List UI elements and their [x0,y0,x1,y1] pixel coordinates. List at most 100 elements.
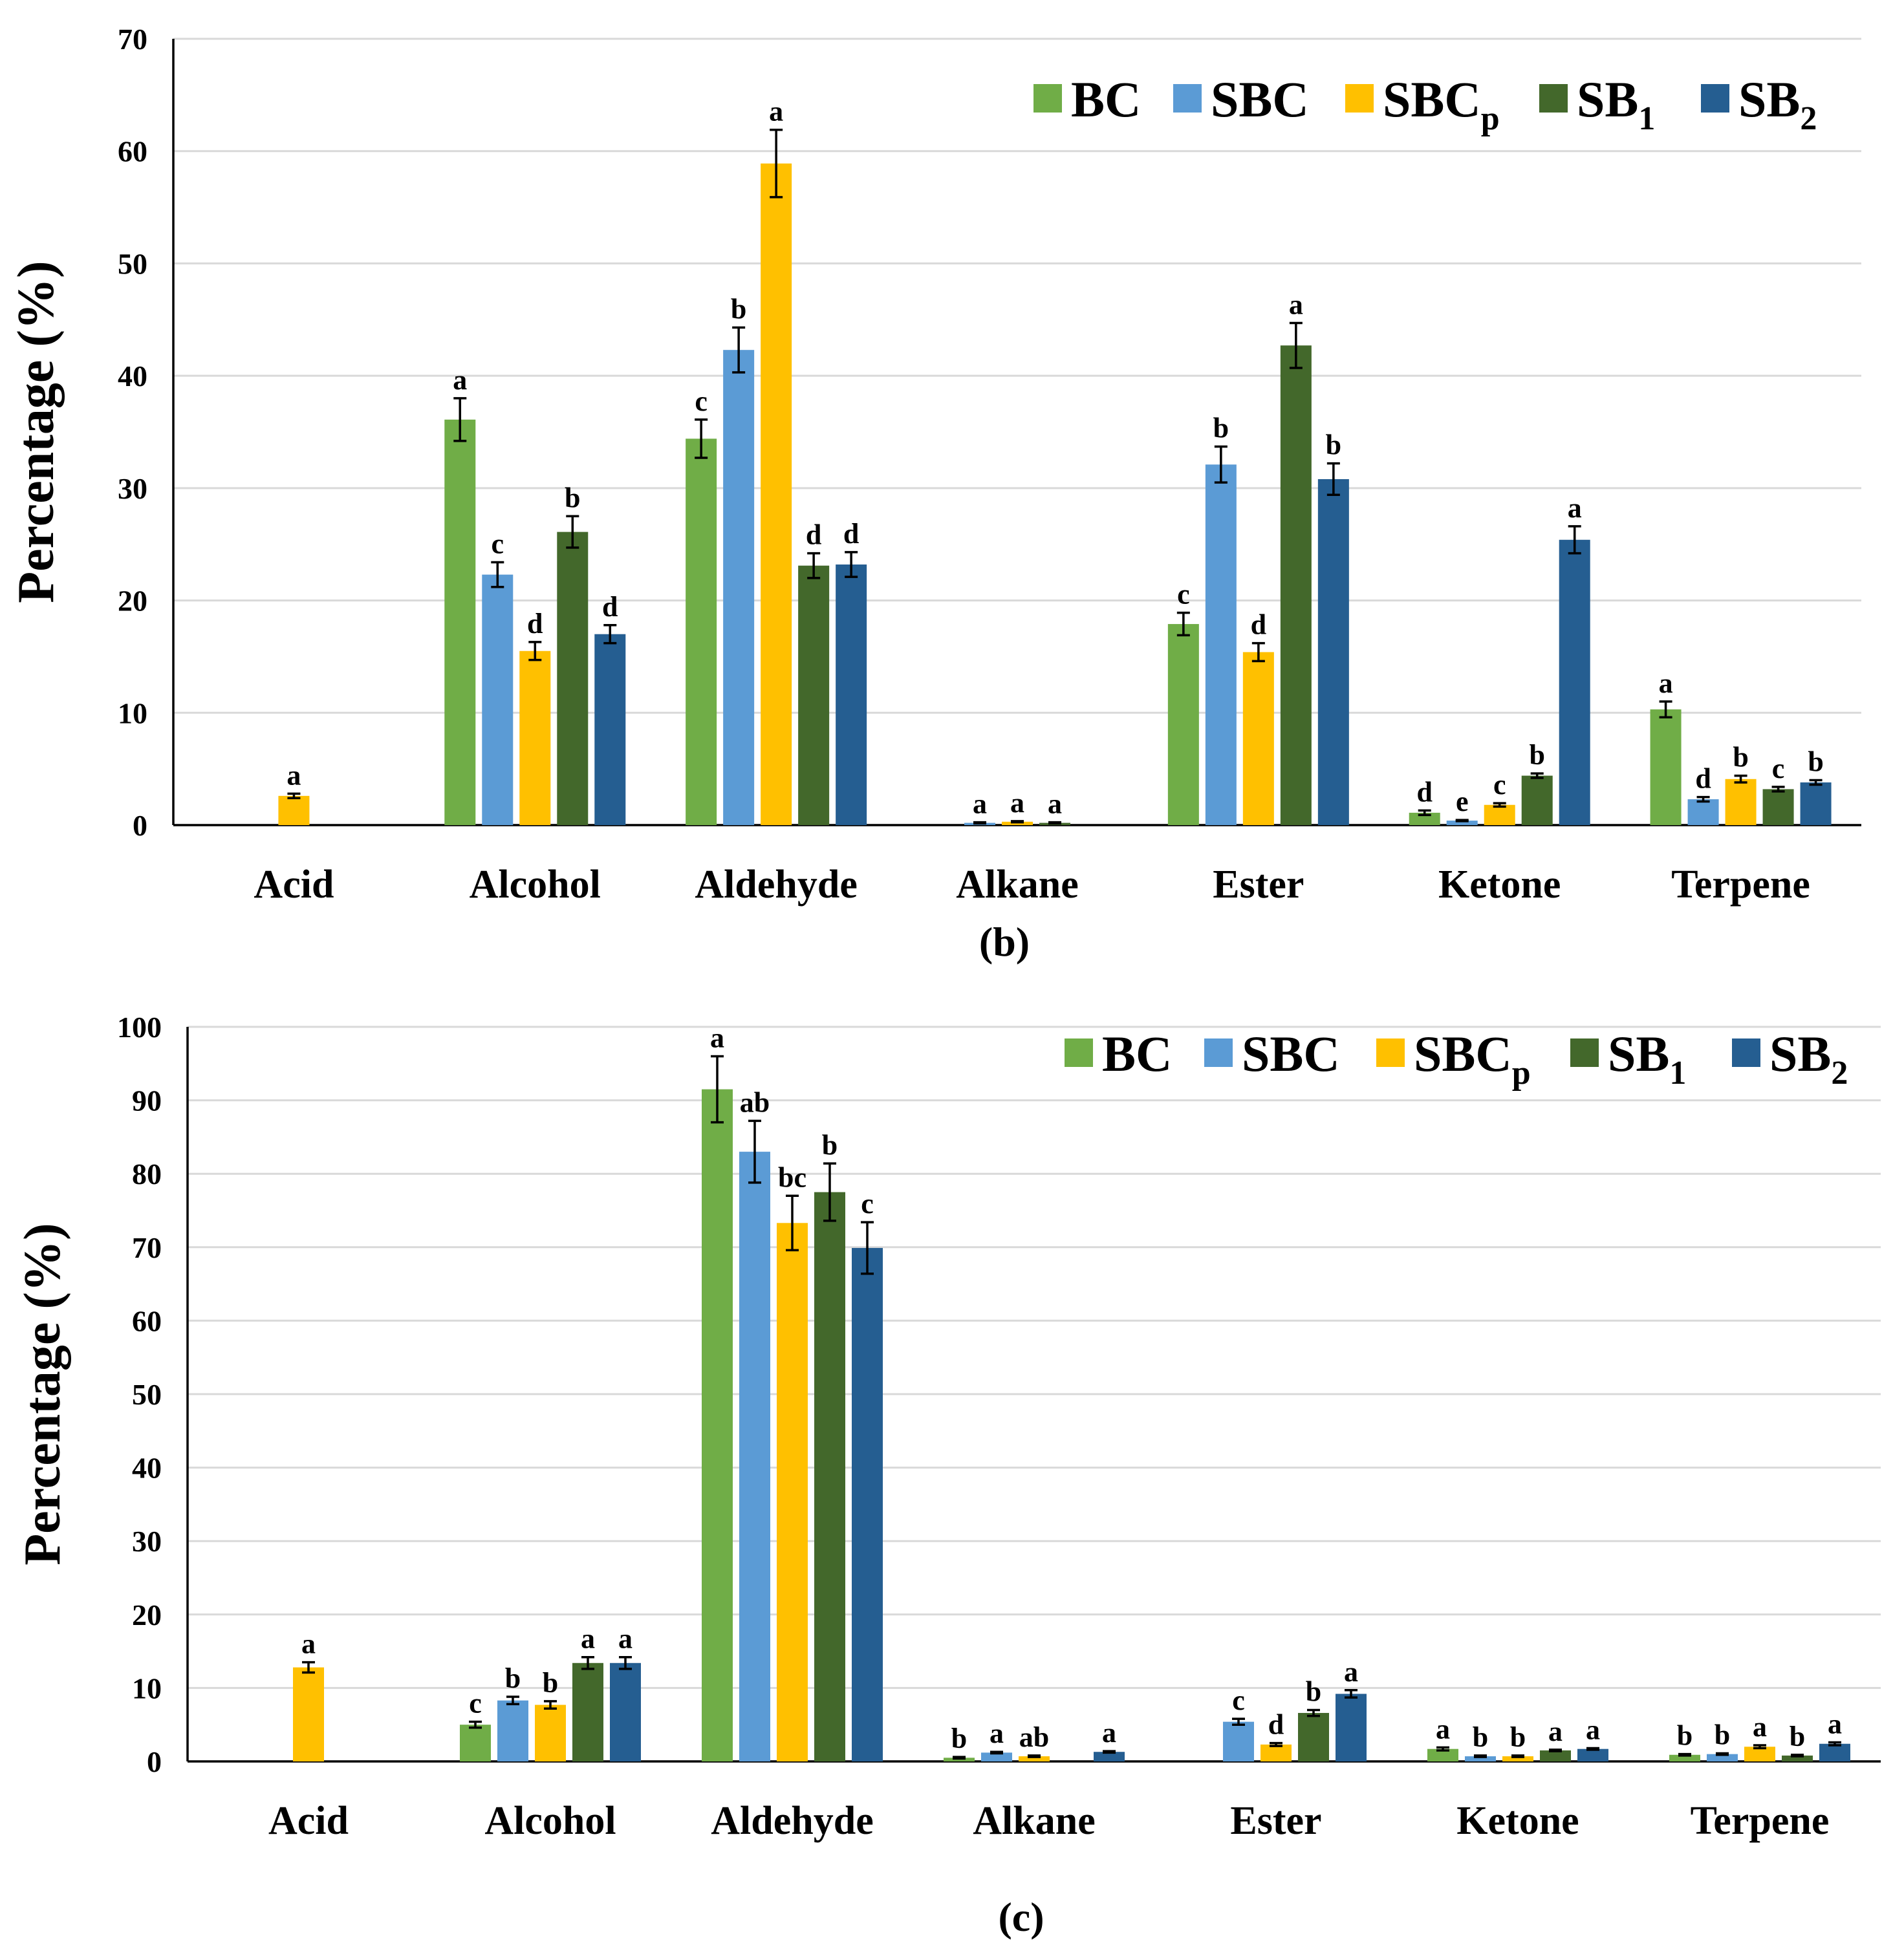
legend-label-base: SB [1769,1026,1831,1082]
significance-label: d [602,591,618,623]
bar-SBC-ketone [1465,1756,1496,1761]
bar-SBCp-terpene [1725,779,1757,825]
y-axis-label: Percentage (%) [8,261,65,603]
y-tick-label: 10 [132,1672,162,1705]
bar-SB2-ester [1317,479,1349,825]
y-tick-label: 30 [118,472,147,505]
legend-label-SB2: SB2 [1738,71,1817,137]
panel-caption: (b) [979,919,1030,965]
significance-label: e [1456,786,1469,817]
legend-swatch-SB1 [1539,84,1568,113]
significance-label: ab [1019,1721,1049,1753]
significance-label: a [1344,1656,1358,1688]
category-label-ketone: Ketone [1456,1799,1579,1843]
bar-SBCp-acid [293,1667,324,1761]
legend-label-subscript: 2 [1831,1055,1848,1092]
significance-label: b [1326,429,1341,461]
legend-swatch-SBC [1173,84,1202,113]
significance-label: a [1436,1713,1450,1745]
significance-label: c [469,1688,482,1719]
bar-BC-alcohol [444,419,476,825]
significance-label: b [1677,1720,1693,1752]
bar-SB1-ester [1280,345,1312,825]
significance-label: a [710,1022,724,1053]
panel-caption: (c) [998,1894,1044,1940]
bar-SB2-ketone [1577,1748,1608,1761]
category-label-ketone: Ketone [1438,863,1561,907]
chart-panel-c: 0 10 20 30 40 50 60 70 80 90 100 Percentage (%) Acid… [14,1011,1881,1940]
significance-label: c [492,528,504,560]
bar-SB1-aldehyde [814,1192,845,1761]
legend-item-SB1: SB1 [1539,71,1655,137]
significance-label: a [1568,492,1582,524]
legend-label-base: SB [1577,71,1638,127]
legend-swatch-SBCp [1345,84,1374,113]
bar-SBC-alcohol [482,574,514,825]
legend-label-subscript: p [1481,100,1500,137]
y-tick-label: 10 [118,696,147,729]
bar-SB2-ester [1336,1694,1367,1761]
legend-label-SBC: SBC [1211,71,1309,127]
bar-BC-aldehyde [686,438,717,825]
chart-panel-b: 0 10 20 30 40 50 60 70 Percentage (%) Acid a Alcoho… [8,23,1861,965]
significance-label: d [1695,763,1711,795]
category-label-alkane: Alkane [973,1799,1095,1843]
legend-label-subscript: 1 [1669,1055,1686,1092]
y-tick-label: 80 [132,1157,162,1190]
significance-label: a [1659,667,1673,699]
y-tick-label: 20 [118,585,147,618]
bar-SB1-alcohol [572,1662,603,1761]
legend-label-base: SBC [1383,71,1481,127]
significance-label: b [1306,1675,1321,1707]
y-tick-label: 50 [118,247,147,280]
significance-label: d [1251,609,1266,641]
category-label-ester: Ester [1230,1799,1321,1843]
legend-item-SBC: SBC [1173,71,1309,127]
bar-SB1-terpene [1762,789,1794,825]
significance-label: a [769,96,783,127]
bar-SBCp-acid [278,795,310,825]
y-axis-label: Percentage (%) [14,1223,71,1565]
significance-label: b [1808,746,1823,778]
y-tick-label: 20 [132,1598,162,1631]
category-label-terpene: Terpene [1671,863,1810,907]
y-tick-label: 50 [132,1378,162,1411]
significance-label: b [1213,413,1229,444]
bar-SB1-alcohol [557,532,589,825]
significance-label: d [1416,776,1432,808]
significance-label: b [1529,739,1544,771]
legend-label-base: BC [1071,71,1141,127]
y-tick-label: 70 [132,1231,162,1264]
bar-SBCp-ketone [1484,804,1515,825]
legend-label-base: SB [1608,1026,1669,1082]
legend-label-subscript: p [1512,1055,1531,1092]
legend-label-base: SB [1738,71,1800,127]
significance-label: c [1493,769,1506,801]
category-label-acid: Acid [254,863,334,907]
bar-BC-ester [1167,624,1199,825]
bar-SBCp-ester [1242,652,1274,825]
significance-label: b [1733,742,1748,773]
significance-label: b [505,1662,521,1694]
legend-item-SBC: SBC [1204,1026,1340,1082]
bar-SBC-aldehyde [723,350,755,825]
bar-SBCp-aldehyde [761,163,792,825]
legend-label-SB1: SB1 [1608,1026,1686,1092]
bar-SBC-terpene [1687,799,1719,825]
y-tick-label: 30 [132,1525,162,1558]
category-label-alcohol: Alcohol [470,863,601,907]
bar-SB2-aldehyde [852,1247,883,1761]
significance-label: d [1268,1709,1284,1741]
significance-label: c [1772,753,1785,784]
legend-item-SB2: SB2 [1701,71,1817,137]
significance-label: b [565,482,580,513]
legend-label-base: SBC [1211,71,1309,127]
y-tick-label: 70 [118,23,147,56]
significance-label: b [1790,1721,1805,1752]
bar-SB2-alkane [1094,1752,1125,1761]
significance-label: c [1232,1684,1245,1716]
significance-label: a [1102,1717,1116,1748]
bar-SBC-ketone [1446,821,1478,825]
bar-SBCp-terpene [1744,1747,1775,1761]
significance-label: b [543,1667,558,1699]
